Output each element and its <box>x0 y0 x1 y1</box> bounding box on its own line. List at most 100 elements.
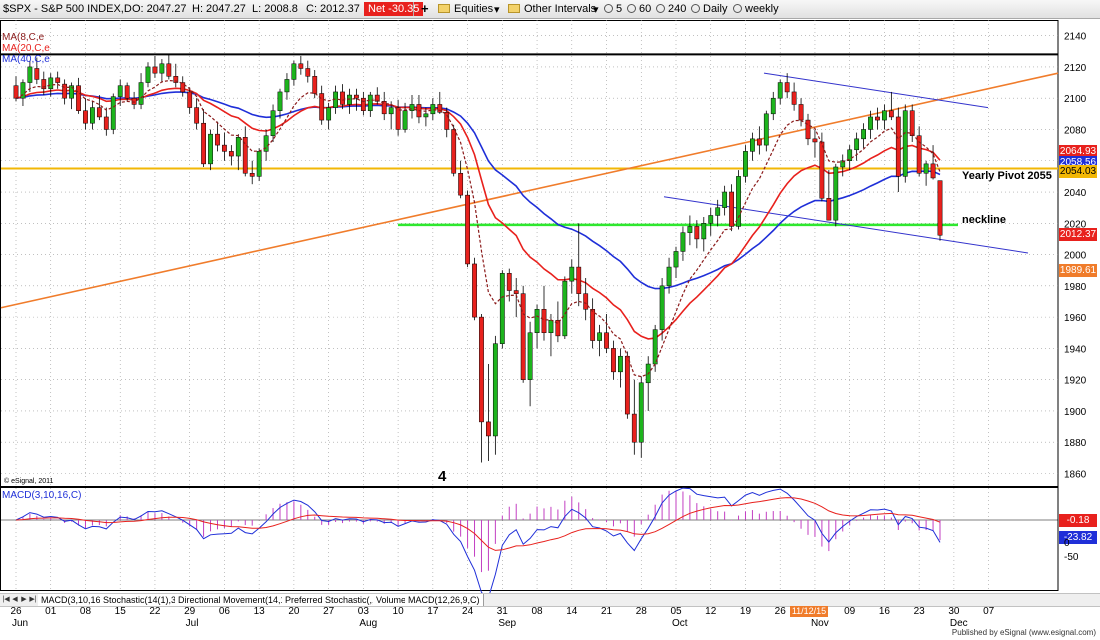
candle-body <box>694 226 700 240</box>
candle <box>152 55 158 78</box>
candle <box>347 88 352 114</box>
candle <box>215 121 220 152</box>
candle <box>76 77 81 114</box>
candle <box>506 268 512 302</box>
candle <box>138 73 144 110</box>
candle <box>277 88 283 119</box>
macd-line <box>15 487 941 599</box>
equities-menu[interactable]: Equities <box>454 3 494 15</box>
ma40-line <box>15 91 941 290</box>
interval-60-button[interactable]: 60 <box>639 3 652 15</box>
tab-preferred-stochastic[interactable]: Preferred Stochastic(,,) <box>282 594 382 606</box>
candle-body <box>576 266 582 294</box>
candle <box>479 313 484 463</box>
candle-body <box>708 215 714 224</box>
x-tick-label: 09 <box>844 606 856 617</box>
symbol-label[interactable]: $SPX - S&P 500 INDEX,D <box>3 3 132 15</box>
candle <box>444 107 450 138</box>
y-tick-label: 1960 <box>1064 313 1087 324</box>
candle <box>770 91 776 121</box>
clock-icon <box>733 4 742 13</box>
channel-upper-line <box>763 72 989 109</box>
candle <box>756 126 762 155</box>
tab-macd-12-26-9[interactable]: MACD(12,26,9,C) <box>405 594 484 606</box>
prev-tab-icon[interactable]: ◀ <box>12 596 18 603</box>
candle-body <box>312 76 318 94</box>
interval-240-button[interactable]: 240 <box>668 3 687 15</box>
candle-body <box>923 163 929 174</box>
candle-body <box>298 63 304 69</box>
x-month-label: Aug <box>359 618 377 629</box>
interval-weekly-button[interactable]: weekly <box>745 3 779 15</box>
y-tick-label: 1980 <box>1064 282 1087 293</box>
x-tick-label: 08 <box>531 606 543 617</box>
candle <box>666 257 672 294</box>
candle <box>847 145 853 171</box>
candle-body <box>548 319 554 334</box>
candle-body <box>611 348 616 373</box>
candle <box>590 298 596 349</box>
candle <box>624 351 630 419</box>
next-tab-icon[interactable]: ▶ <box>21 596 27 603</box>
x-tick-label: 29 <box>184 606 196 617</box>
candle-body <box>124 85 130 99</box>
candle-body <box>354 94 359 99</box>
candle <box>55 71 61 89</box>
candle <box>235 134 241 171</box>
interval-5-button[interactable]: 5 <box>616 3 623 15</box>
x-tick-label: 23 <box>914 606 926 617</box>
equities-dropdown-icon[interactable]: ▾ <box>494 4 500 16</box>
clock-icon <box>604 4 613 13</box>
candle-body <box>222 144 227 152</box>
last-tab-icon[interactable]: ▶| <box>29 596 37 603</box>
candle-body <box>861 129 866 140</box>
add-icon[interactable]: + <box>421 1 429 16</box>
x-tick-label: 30 <box>948 606 960 617</box>
candle-body <box>159 63 165 74</box>
candle-body <box>138 82 144 105</box>
candle-body <box>270 110 276 136</box>
x-tick-label: 12 <box>705 606 717 617</box>
x-tick-label: 21 <box>601 606 613 617</box>
candle <box>27 60 33 92</box>
ma20-line <box>15 87 941 340</box>
candle <box>611 340 616 380</box>
candle-body <box>451 129 457 174</box>
x-month-label: Oct <box>672 618 688 629</box>
candle <box>340 84 345 110</box>
candle <box>284 73 290 100</box>
candle <box>312 70 318 99</box>
candle-body <box>492 343 498 437</box>
x-tick-label: 06 <box>219 606 231 617</box>
candle <box>263 129 269 161</box>
interval-daily-button[interactable]: Daily <box>703 3 728 15</box>
candle <box>180 76 186 97</box>
candle-body <box>604 332 609 349</box>
price-tag-pivot: 2054.03 <box>1059 165 1097 178</box>
legend-ma20: MA(20,C,e <box>2 43 50 54</box>
tab-directional-movement[interactable]: Directional Movement(14,14) <box>175 594 298 606</box>
candle-body <box>736 176 741 227</box>
intervals-dropdown-icon[interactable]: ▾ <box>593 4 599 16</box>
candle <box>930 145 936 180</box>
candle-body <box>388 107 394 115</box>
candle <box>729 184 734 232</box>
first-tab-icon[interactable]: |◀ <box>2 596 10 603</box>
candle-body <box>103 116 109 130</box>
candle-body <box>777 82 783 99</box>
candle-body <box>20 82 26 99</box>
other-intervals-menu[interactable]: Other Intervals <box>524 3 597 15</box>
candle-body <box>562 280 568 337</box>
candle-body <box>916 135 922 174</box>
candle-body <box>34 68 40 80</box>
y-tick-label: 1920 <box>1064 376 1087 387</box>
candle-body <box>27 66 33 83</box>
x-tick-label: 03 <box>358 606 370 617</box>
candle <box>360 91 366 116</box>
tab-stochastic[interactable]: Stochastic(14(1),3) <box>100 594 184 606</box>
clock-icon <box>691 4 700 13</box>
candle-body <box>284 79 290 93</box>
candle-body <box>618 355 623 373</box>
